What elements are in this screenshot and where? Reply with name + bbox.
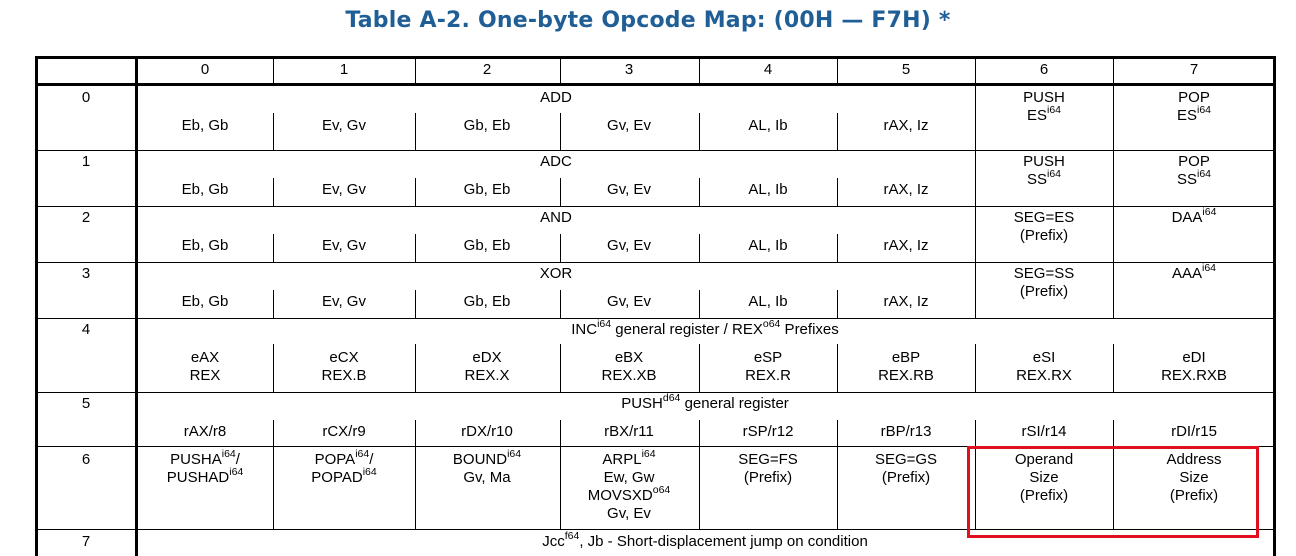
column-header: 0 <box>200 61 210 78</box>
opcode-cell: POP SSi64 <box>1176 153 1212 188</box>
opcode-table <box>35 56 1276 556</box>
row-label: 4 <box>81 321 91 338</box>
opcode-group: ADD <box>540 89 572 106</box>
opcode-cell: Eb, Gb <box>181 293 229 310</box>
row-label: 5 <box>81 395 91 412</box>
opcode-cell: Ev, Gv <box>322 293 366 310</box>
column-header: 5 <box>901 61 911 78</box>
header-divider <box>35 83 1276 86</box>
row-label: 6 <box>81 451 91 468</box>
opcode-cell: AL, Ib <box>748 237 788 254</box>
opcode-cell: Gv, Ev <box>607 117 651 134</box>
opcode-cell: AL, Ib <box>748 117 788 134</box>
opcode-cell: Gb, Eb <box>463 237 511 254</box>
row-label: 3 <box>81 265 91 282</box>
opcode-cell: rCX/r9 <box>322 423 366 440</box>
opcode-cell: rAX, Iz <box>883 293 929 310</box>
opcode-cell: rAX, Iz <box>883 117 929 134</box>
opcode-cell: SEG=GS (Prefix) <box>874 451 938 486</box>
opcode-cell: rDX/r10 <box>461 423 513 440</box>
opcode-cell: eDX REX.X <box>464 349 510 384</box>
row-label-divider <box>135 56 138 556</box>
row-label: 1 <box>81 153 91 170</box>
opcode-cell: SEG=SS (Prefix) <box>1013 265 1075 300</box>
opcode-cell: AL, Ib <box>748 293 788 310</box>
opcode-cell: Eb, Gb <box>181 181 229 198</box>
column-header: 2 <box>482 61 492 78</box>
opcode-cell: eCX REX.B <box>321 349 367 384</box>
opcode-cell: eBP REX.RB <box>878 349 934 384</box>
opcode-cell: Ev, Gv <box>322 117 366 134</box>
opcode-cell: POPAi64/ POPADi64 <box>311 448 377 486</box>
opcode-cell: Gv, Ev <box>607 237 651 254</box>
opcode-cell: Ev, Gv <box>322 237 366 254</box>
opcode-cell: AL, Ib <box>748 181 788 198</box>
column-header: 6 <box>1039 61 1049 78</box>
page-title: Table A-2. One-byte Opcode Map: (00H — F… <box>345 8 951 33</box>
opcode-cell: Eb, Gb <box>181 117 229 134</box>
opcode-cell: Gb, Eb <box>463 117 511 134</box>
opcode-cell: BOUNDi64 Gv, Ma <box>452 448 522 486</box>
opcode-group: Jccf64, Jb - Short-displacement jump on … <box>542 530 868 550</box>
column-header: 7 <box>1189 61 1199 78</box>
opcode-cell: Gv, Ev <box>607 293 651 310</box>
opcode-cell: PUSH SSi64 <box>1023 153 1065 188</box>
opcode-cell: POP ESi64 <box>1176 89 1212 124</box>
row-label: 2 <box>81 209 91 226</box>
row-label: 7 <box>81 533 91 550</box>
column-header: 4 <box>763 61 773 78</box>
opcode-cell: rSP/r12 <box>742 423 794 440</box>
opcode-group: INCi64 general register / REXo64 Prefixe… <box>571 318 839 338</box>
highlight-box <box>967 446 1259 538</box>
opcode-cell: Gb, Eb <box>463 293 511 310</box>
opcode-group: ADC <box>540 153 572 170</box>
opcode-cell: ARPLi64 Ew, Gw MOVSXDo64 Gv, Ev <box>587 448 671 522</box>
opcode-group: XOR <box>539 265 573 282</box>
opcode-cell: rAX/r8 <box>183 423 227 440</box>
opcode-cell: PUSHAi64/ PUSHADi64 <box>166 448 244 486</box>
opcode-cell: rBX/r11 <box>604 423 654 440</box>
opcode-cell: PUSH ESi64 <box>1023 89 1065 124</box>
opcode-cell: eAX REX <box>189 349 221 384</box>
opcode-cell: SEG=ES (Prefix) <box>1013 209 1075 244</box>
opcode-cell: rDI/r15 <box>1171 423 1217 440</box>
opcode-cell: Eb, Gb <box>181 237 229 254</box>
opcode-cell: DAAi64 <box>1171 206 1217 226</box>
row-label: 0 <box>81 89 91 106</box>
opcode-cell: eBX REX.XB <box>601 349 657 384</box>
opcode-group: AND <box>540 209 572 226</box>
opcode-cell: AAAi64 <box>1171 262 1217 282</box>
opcode-cell: eSP REX.R <box>745 349 791 384</box>
column-header: 3 <box>624 61 634 78</box>
opcode-cell: rAX, Iz <box>883 181 929 198</box>
opcode-cell: rAX, Iz <box>883 237 929 254</box>
opcode-cell: rSI/r14 <box>1021 423 1067 440</box>
opcode-cell: SEG=FS (Prefix) <box>738 451 798 486</box>
opcode-cell: rBP/r13 <box>880 423 932 440</box>
opcode-cell: Address Size (Prefix) <box>1166 451 1222 504</box>
opcode-cell: Gb, Eb <box>463 181 511 198</box>
opcode-cell: Operand Size (Prefix) <box>1014 451 1074 504</box>
opcode-cell: eSI REX.RX <box>1016 349 1072 384</box>
opcode-cell: Ev, Gv <box>322 181 366 198</box>
column-header: 1 <box>339 61 349 78</box>
opcode-cell: Gv, Ev <box>607 181 651 198</box>
opcode-cell: eDI REX.RXB <box>1161 349 1227 384</box>
opcode-group: PUSHd64 general register <box>621 392 789 412</box>
